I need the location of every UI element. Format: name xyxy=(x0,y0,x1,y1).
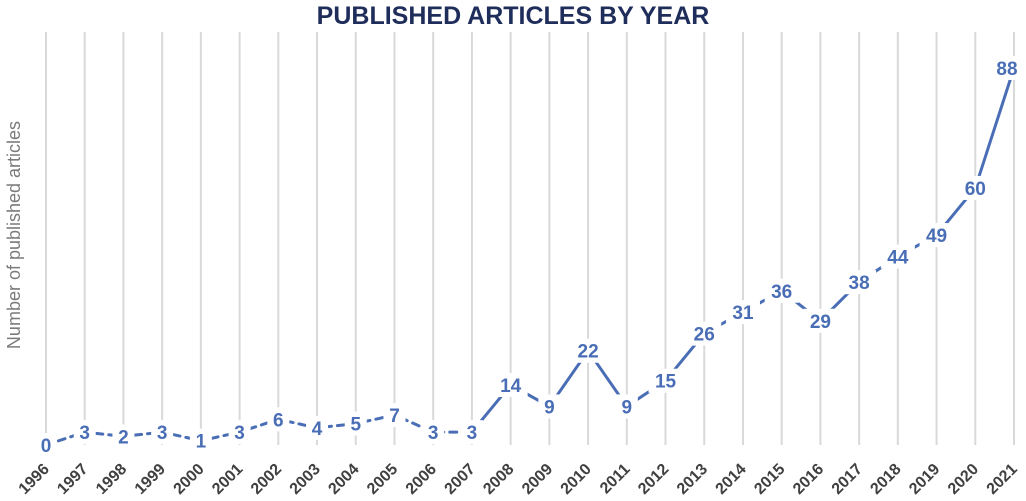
data-label-2008: 14 xyxy=(500,376,522,397)
data-label-bg-2007 xyxy=(460,420,483,445)
data-label-bg-2002 xyxy=(267,407,290,432)
data-label-bg-2021 xyxy=(990,55,1024,80)
x-tick-label-2009: 2009 xyxy=(519,461,556,498)
x-tick-label-2011: 2011 xyxy=(597,461,634,498)
data-label-bg-2018 xyxy=(880,244,915,269)
x-tick-label-2008: 2008 xyxy=(480,461,517,498)
data-label-2019: 49 xyxy=(926,226,947,247)
data-label-2010: 22 xyxy=(578,342,599,363)
x-tick-label-2000: 2000 xyxy=(171,461,208,498)
data-label-bg-2009 xyxy=(538,394,561,419)
data-label-2017: 38 xyxy=(849,273,870,294)
data-label-2013: 26 xyxy=(694,325,715,346)
series-line-dashed xyxy=(44,413,474,447)
x-tick-label-1999: 1999 xyxy=(132,461,169,498)
data-label-bg-2001 xyxy=(228,420,251,445)
data-label-2004: 5 xyxy=(350,415,361,436)
data-label-2002: 6 xyxy=(273,410,284,431)
data-label-2003: 4 xyxy=(312,419,323,440)
data-label-1998: 2 xyxy=(118,427,129,448)
data-label-2000: 1 xyxy=(196,432,207,453)
line-layer xyxy=(44,66,1016,447)
grid-layer xyxy=(45,32,1015,445)
data-label-bg-2017 xyxy=(842,270,877,295)
x-tick-label-2007: 2007 xyxy=(442,461,479,498)
x-tick-label-2006: 2006 xyxy=(403,461,440,498)
data-label-1997: 3 xyxy=(79,423,90,444)
data-label-2011: 9 xyxy=(622,397,633,418)
x-tick-label-2017: 2017 xyxy=(829,461,866,498)
x-tick-label-2005: 2005 xyxy=(364,461,401,498)
data-label-bg-2008 xyxy=(493,373,528,398)
data-label-2016: 29 xyxy=(810,312,831,333)
data-label-bg-2020 xyxy=(958,175,993,200)
data-label-bg-2000 xyxy=(189,428,212,453)
x-tick-label-2016: 2016 xyxy=(790,461,827,498)
data-label-2021: 88 xyxy=(996,59,1017,80)
y-axis-label: Number of published articles xyxy=(4,121,24,349)
data-label-bg-2016 xyxy=(803,308,838,333)
data-label-bg-2014 xyxy=(725,300,760,325)
x-tick-label-1996: 1996 xyxy=(16,461,53,498)
data-label-bg-2004 xyxy=(344,411,367,436)
data-label-bg-1999 xyxy=(151,420,174,445)
x-tick-label-2004: 2004 xyxy=(325,461,362,498)
data-label-bg-2013 xyxy=(687,321,722,346)
x-tick-label-1998: 1998 xyxy=(93,461,130,498)
x-tick-label-2003: 2003 xyxy=(287,461,324,498)
tick-layer: 1996 1997 1998 1999 2000 2001 2002 2003 2004 2005… xyxy=(16,461,1021,498)
x-tick-label-1997: 1997 xyxy=(54,461,91,498)
data-label-bg-2019 xyxy=(919,223,954,248)
data-label-2009: 9 xyxy=(544,397,555,418)
x-tick-label-2010: 2010 xyxy=(558,461,595,498)
data-label-2020: 60 xyxy=(965,179,986,200)
data-label-bg-2006 xyxy=(422,420,445,445)
data-label-2007: 3 xyxy=(467,423,478,444)
x-tick-label-2012: 2012 xyxy=(635,461,672,498)
data-label-bg-1996 xyxy=(35,433,57,457)
data-label-bg-2005 xyxy=(383,403,406,428)
data-label-bg-2015 xyxy=(764,278,799,303)
data-label-2014: 31 xyxy=(732,303,754,324)
data-label-2005: 7 xyxy=(389,406,400,427)
data-label-2001: 3 xyxy=(234,423,245,444)
x-tick-label-2002: 2002 xyxy=(248,461,285,498)
data-label-2012: 15 xyxy=(655,372,677,393)
data-label-2018: 44 xyxy=(887,247,909,268)
data-label-1999: 3 xyxy=(157,423,168,444)
data-label-2015: 36 xyxy=(771,282,792,303)
data-label-bg-2003 xyxy=(306,415,329,440)
data-label-bg-1998 xyxy=(112,424,135,449)
data-label-2006: 3 xyxy=(428,423,439,444)
x-tick-label-2013: 2013 xyxy=(674,461,711,498)
x-tick-label-2015: 2015 xyxy=(751,461,788,498)
x-tick-label-2020: 2020 xyxy=(945,461,982,498)
data-label-bg-2011 xyxy=(615,394,638,419)
data-label-bg-1997 xyxy=(73,420,96,445)
x-tick-label-2019: 2019 xyxy=(906,461,943,498)
data-label-1996: 0 xyxy=(41,436,52,457)
x-tick-label-2021: 2021 xyxy=(984,461,1021,498)
data-label-bg-2012 xyxy=(648,368,683,393)
x-tick-label-2014: 2014 xyxy=(713,461,750,498)
x-tick-label-2001: 2001 xyxy=(209,461,246,498)
x-tick-label-2018: 2018 xyxy=(867,461,904,498)
chart-title: PUBLISHED ARTICLES BY YEAR xyxy=(317,2,710,30)
data-label-bg-2010 xyxy=(571,338,606,363)
